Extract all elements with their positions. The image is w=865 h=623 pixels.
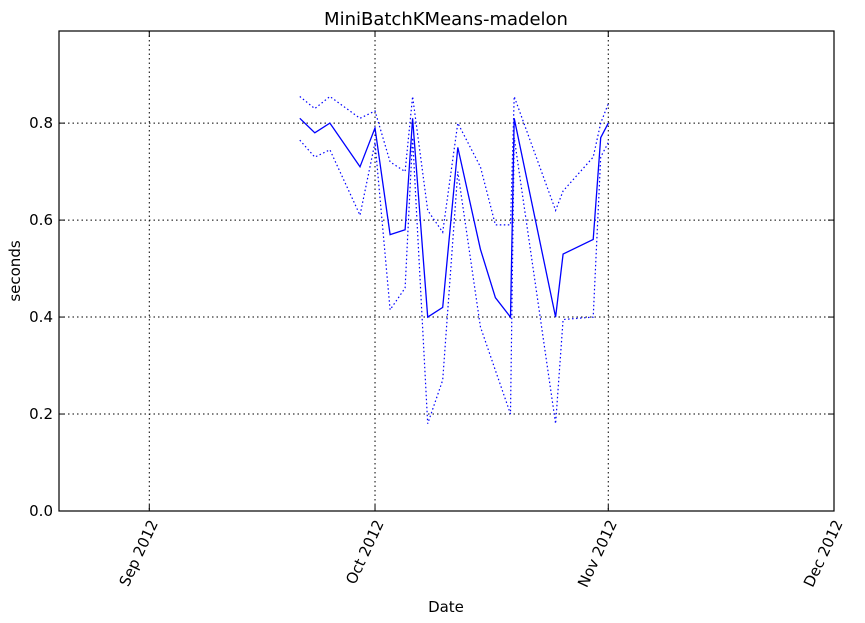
x-tick-label: Nov 2012 (574, 517, 621, 590)
series-layer (299, 95, 609, 424)
plot-frame (58, 30, 835, 512)
chart-title: MiniBatchKMeans-madelon (324, 9, 568, 30)
y-tick-label: 0.0 (29, 502, 53, 520)
series-line-mean (299, 117, 609, 319)
x-tick-label: Sep 2012 (116, 517, 162, 589)
y-tick-label: 0.6 (29, 211, 53, 229)
series-line-upper (299, 95, 609, 234)
x-axis-label: Date (428, 598, 464, 616)
y-tick-label: 0.8 (29, 114, 53, 132)
x-tick-label: Oct 2012 (342, 517, 387, 587)
y-tick-label: 0.2 (29, 405, 53, 423)
y-tick-label: 0.4 (29, 308, 53, 326)
x-tick-label: Dec 2012 (800, 517, 847, 590)
y-axis-label: seconds (6, 240, 24, 301)
